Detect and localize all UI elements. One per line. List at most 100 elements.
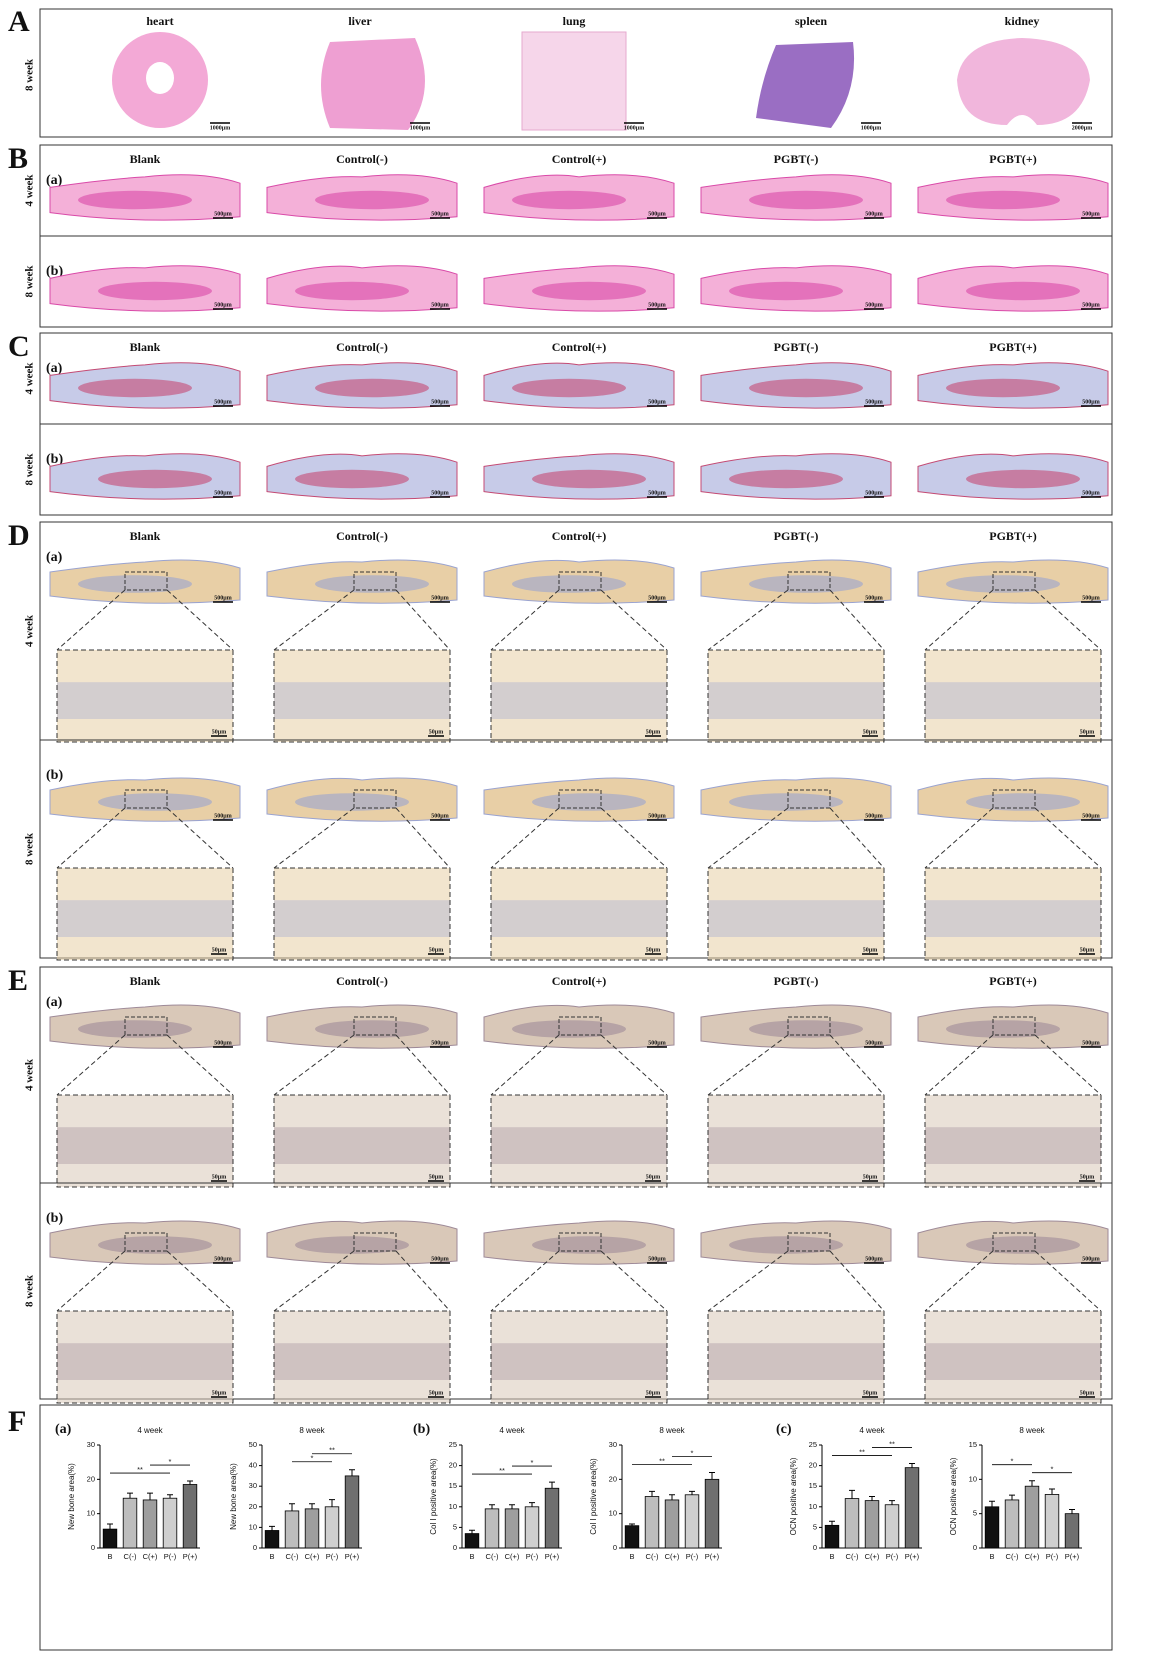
tissue-core bbox=[946, 191, 1060, 209]
tissue-core bbox=[315, 191, 429, 209]
group-label: Blank bbox=[130, 974, 161, 988]
tissue-core bbox=[512, 191, 626, 209]
scale-bar-label: 500μm bbox=[1082, 490, 1099, 496]
organ-lumen bbox=[146, 62, 174, 94]
bar bbox=[345, 1476, 359, 1548]
y-tick-label: 25 bbox=[449, 1440, 457, 1449]
x-tick-label: C(-) bbox=[124, 1552, 137, 1561]
y-tick-label: 20 bbox=[87, 1474, 95, 1483]
zoom-texture bbox=[925, 1343, 1101, 1380]
zoom-texture bbox=[274, 682, 450, 719]
scale-bar-label: 500μm bbox=[214, 399, 231, 405]
scale-bar-label: 500μm bbox=[214, 1040, 231, 1046]
zoom-texture bbox=[925, 900, 1101, 937]
zoom-texture bbox=[57, 900, 233, 937]
organ-label: spleen bbox=[795, 14, 827, 28]
x-tick-label: P(-) bbox=[526, 1552, 539, 1561]
bar bbox=[505, 1509, 519, 1548]
week-label: 4 week bbox=[24, 174, 36, 207]
x-tick-label: C(+) bbox=[1025, 1552, 1040, 1561]
x-tick-label: B bbox=[829, 1552, 834, 1561]
y-tick-label: 5 bbox=[813, 1522, 817, 1531]
zoom-texture bbox=[57, 1127, 233, 1164]
group-label: Control(+) bbox=[552, 152, 607, 166]
y-tick-label: 0 bbox=[453, 1543, 457, 1552]
week-label: 4 week bbox=[24, 1058, 36, 1091]
background bbox=[0, 0, 1173, 1654]
scale-bar-label: 50μm bbox=[212, 1174, 226, 1180]
week-label: 4 week bbox=[24, 362, 36, 395]
tissue-core bbox=[78, 191, 192, 209]
scale-bar-label: 1000μm bbox=[861, 125, 881, 131]
scale-bar-label: 50μm bbox=[429, 729, 443, 735]
chart-title: 4 week bbox=[137, 1426, 163, 1435]
y-tick-label: 10 bbox=[609, 1509, 617, 1518]
group-label: Control(-) bbox=[336, 152, 388, 166]
zoom-texture bbox=[708, 900, 884, 937]
group-label: Blank bbox=[130, 340, 161, 354]
tissue-core bbox=[749, 379, 863, 397]
scale-bar-label: 50μm bbox=[1080, 729, 1094, 735]
week-label: 4 week bbox=[24, 614, 36, 647]
zoom-texture bbox=[491, 1127, 667, 1164]
tissue-core bbox=[966, 470, 1080, 488]
scale-bar-label: 50μm bbox=[212, 947, 226, 953]
bar bbox=[905, 1468, 919, 1548]
organ-image bbox=[957, 38, 1090, 125]
x-tick-label: P(+) bbox=[905, 1552, 920, 1561]
scale-bar-label: 500μm bbox=[865, 302, 882, 308]
bar bbox=[865, 1501, 879, 1548]
significance-label: * bbox=[311, 1454, 314, 1463]
chart-tag: (b) bbox=[413, 1422, 430, 1437]
scale-bar-label: 50μm bbox=[1080, 1390, 1094, 1396]
scale-bar-label: 50μm bbox=[646, 1174, 660, 1180]
scale-bar-label: 50μm bbox=[1080, 1174, 1094, 1180]
zoom-texture bbox=[274, 900, 450, 937]
x-tick-label: P(-) bbox=[164, 1552, 177, 1561]
tissue-core bbox=[729, 1236, 843, 1254]
row-label: 8 week bbox=[24, 58, 36, 91]
y-tick-label: 10 bbox=[449, 1502, 457, 1511]
tissue-core bbox=[729, 470, 843, 488]
significance-label: ** bbox=[859, 1448, 865, 1457]
zoom-texture bbox=[57, 682, 233, 719]
group-label: Control(-) bbox=[336, 340, 388, 354]
y-tick-label: 20 bbox=[449, 1461, 457, 1470]
scale-bar-label: 500μm bbox=[1082, 1040, 1099, 1046]
y-tick-label: 20 bbox=[609, 1474, 617, 1483]
scale-bar-label: 50μm bbox=[429, 947, 443, 953]
group-label: Blank bbox=[130, 152, 161, 166]
chart-title: 8 week bbox=[1019, 1426, 1045, 1435]
x-tick-label: B bbox=[989, 1552, 994, 1561]
significance-label: * bbox=[1051, 1465, 1054, 1474]
y-tick-label: 30 bbox=[249, 1481, 257, 1490]
zoom-texture bbox=[925, 1127, 1101, 1164]
scale-bar-label: 500μm bbox=[431, 1256, 448, 1262]
group-label: PGBT(+) bbox=[989, 340, 1037, 354]
x-tick-label: P(+) bbox=[345, 1552, 360, 1561]
organ-label: lung bbox=[563, 14, 586, 28]
x-tick-label: B bbox=[469, 1552, 474, 1561]
tissue-core bbox=[966, 282, 1080, 300]
scale-bar-label: 500μm bbox=[431, 595, 448, 601]
organ-image bbox=[522, 32, 626, 130]
scale-bar-label: 50μm bbox=[646, 729, 660, 735]
bar bbox=[625, 1526, 639, 1548]
bar bbox=[265, 1530, 279, 1548]
scale-bar-label: 500μm bbox=[1082, 595, 1099, 601]
scale-bar-label: 500μm bbox=[865, 399, 882, 405]
figure: A8 weekheart1000μmliver1000μmlung1000μms… bbox=[0, 0, 1173, 1654]
group-label: PGBT(+) bbox=[989, 974, 1037, 988]
chart-title: 4 week bbox=[499, 1426, 525, 1435]
bar bbox=[103, 1529, 117, 1548]
zoom-texture bbox=[708, 1343, 884, 1380]
significance-label: ** bbox=[499, 1466, 505, 1475]
y-axis-label: Col I positive area(%) bbox=[429, 1458, 438, 1535]
y-tick-label: 10 bbox=[87, 1509, 95, 1518]
y-tick-label: 0 bbox=[813, 1543, 817, 1552]
significance-label: * bbox=[691, 1448, 694, 1457]
scale-bar-label: 500μm bbox=[648, 211, 665, 217]
scale-bar-label: 500μm bbox=[1082, 1256, 1099, 1262]
scale-bar-label: 500μm bbox=[214, 1256, 231, 1262]
group-label: Control(-) bbox=[336, 974, 388, 988]
